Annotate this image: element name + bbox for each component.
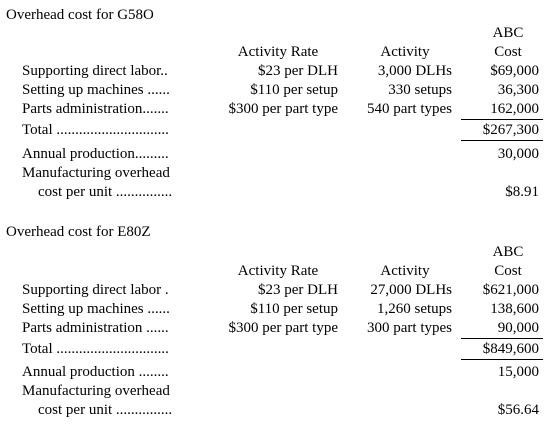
unit-cost-value: $56.64 [497,402,539,418]
row-cost: $621,000 [482,282,539,298]
subtotal-rule [461,338,543,339]
column-header-activity: Activity [380,44,430,60]
row-cost: 162,000 [490,101,539,117]
total-label: Total .............................. [22,122,169,138]
row-cost: $69,000 [490,63,539,79]
unit-cost-label-line-1: Manufacturing overhead [22,383,170,399]
production-label: Annual production ........ [22,364,169,380]
total-rule [461,359,543,360]
row-rate: $23 per DLH [258,63,338,79]
row-cost: 36,300 [497,82,539,98]
subtotal-rule [461,119,543,120]
row-activity: 3,000 DLHs [377,63,452,79]
production-value: 15,000 [497,364,539,380]
row-activity: 540 part types [367,101,452,117]
row-rate: $300 per part type [228,101,338,117]
section-title: Overhead cost for E80Z [6,224,151,240]
row-rate: $110 per setup [250,301,338,317]
unit-cost-label-line-2: cost per unit ............... [38,402,173,418]
row-label: Setting up machines ...... [22,301,170,317]
section-title: Overhead cost for G58O [6,7,154,23]
total-value: $849,600 [482,341,539,357]
row-activity: 300 part types [367,320,452,336]
row-rate: $110 per setup [250,82,338,98]
column-header-rate: Activity Rate [237,263,319,279]
row-label: Setting up machines ...... [22,82,170,98]
row-activity: 27,000 DLHs [370,282,452,298]
column-header-activity: Activity [380,263,430,279]
row-rate: $300 per part type [228,320,338,336]
column-header-cost-top: ABC [492,25,524,41]
unit-cost-label-line-1: Manufacturing overhead [22,165,170,181]
total-label: Total .............................. [22,341,169,357]
production-label: Annual production......... [22,146,169,162]
unit-cost-label-line-2: cost per unit ............... [38,184,173,200]
total-rule [461,140,543,141]
row-label: Parts administration....... [22,101,169,117]
row-label: Supporting direct labor . [22,282,169,298]
unit-cost-value: $8.91 [505,184,539,200]
row-activity: 330 setups [388,82,452,98]
column-header-cost-bottom: Cost [494,44,522,60]
column-header-rate: Activity Rate [237,44,319,60]
row-label: Parts administration ...... [22,320,169,336]
row-rate: $23 per DLH [258,282,338,298]
row-cost: 138,600 [490,301,539,317]
column-header-cost-bottom: Cost [494,263,522,279]
total-value: $267,300 [482,122,539,138]
row-label: Supporting direct labor.. [22,63,168,79]
production-value: 30,000 [497,146,539,162]
row-cost: 90,000 [497,320,539,336]
row-activity: 1,260 setups [377,301,452,317]
column-header-cost-top: ABC [492,244,524,260]
